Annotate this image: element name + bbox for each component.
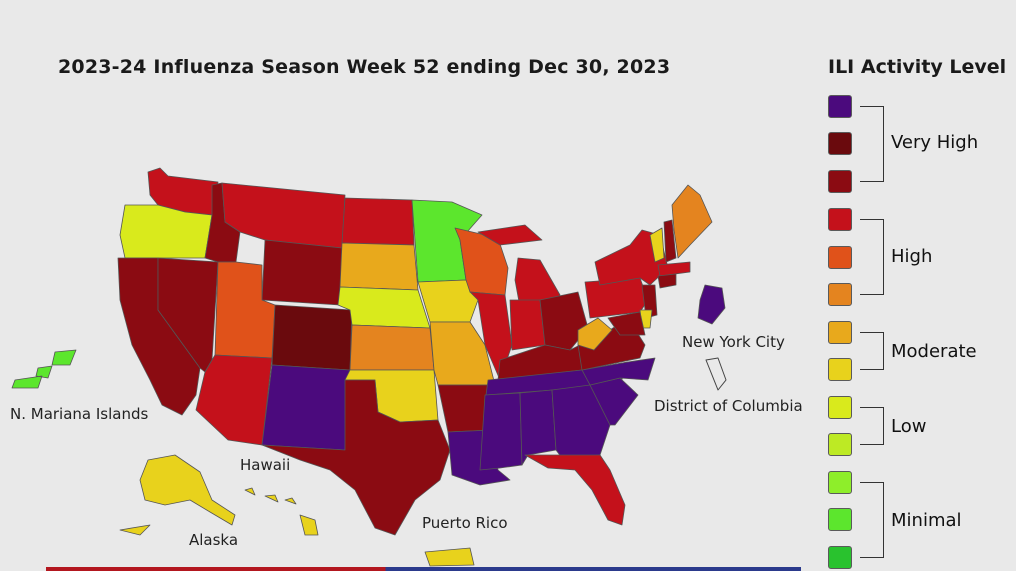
- state-me: [671, 184, 713, 259]
- state-ks: [349, 324, 435, 371]
- bracket-high: [860, 219, 884, 295]
- legend-swatch: [828, 95, 852, 118]
- legend-group-label: Moderate: [891, 341, 977, 362]
- legend-group-label: Minimal: [891, 510, 962, 531]
- state-wy: [261, 239, 343, 306]
- bracket-very-high: [860, 106, 884, 182]
- state-hi: [244, 487, 319, 536]
- legend-swatch: [828, 321, 852, 344]
- legend-swatch: [828, 283, 852, 306]
- legend-title: ILI Activity Level: [828, 56, 1007, 78]
- legend-swatch: [828, 508, 852, 531]
- bracket-low: [860, 407, 884, 445]
- state-fl: [524, 454, 626, 526]
- state-az: [195, 354, 273, 446]
- legend-swatch: [828, 546, 852, 569]
- state-md: [607, 311, 646, 336]
- legend-group-label: Very High: [891, 132, 979, 153]
- bracket-moderate: [860, 332, 884, 370]
- state-in: [509, 299, 546, 351]
- state-mt: [221, 182, 346, 249]
- state-co: [271, 304, 353, 371]
- state-dc: [705, 357, 727, 391]
- legend: Very High High Moderate Low Minimal: [826, 90, 1016, 571]
- label-nyc: New York City: [682, 333, 785, 351]
- legend-swatch: [828, 246, 852, 269]
- state-ms: [479, 392, 523, 471]
- label-hawaii: Hawaii: [240, 456, 291, 474]
- legend-group-label: High: [891, 246, 933, 267]
- state-nmi: [11, 349, 77, 389]
- state-nm: [261, 364, 351, 451]
- legend-swatch: [828, 471, 852, 494]
- map-title: 2023-24 Influenza Season Week 52 ending …: [58, 56, 671, 78]
- state-nc: [581, 357, 656, 386]
- legend-swatch: [828, 132, 852, 155]
- state-ct: [657, 273, 677, 289]
- state-ia: [417, 279, 479, 323]
- state-tx: [261, 379, 451, 536]
- bracket-minimal: [860, 482, 884, 558]
- state-ma: [657, 261, 691, 277]
- legend-swatch: [828, 170, 852, 193]
- state-ne: [337, 286, 431, 329]
- state-al: [519, 389, 557, 466]
- label-puerto-rico: Puerto Rico: [422, 514, 508, 532]
- bottom-bar: [46, 567, 801, 571]
- state-pr: [424, 547, 475, 567]
- legend-swatch: [828, 208, 852, 231]
- state-wv: [577, 317, 613, 351]
- state-nh: [663, 219, 677, 263]
- label-alaska: Alaska: [189, 531, 239, 549]
- legend-swatch: [828, 358, 852, 381]
- label-n-mariana: N. Mariana Islands: [10, 405, 149, 423]
- legend-group-label: Low: [891, 416, 927, 437]
- state-ak: [119, 454, 236, 536]
- state-vt: [649, 227, 665, 263]
- state-nd: [341, 197, 415, 246]
- legend-swatch: [828, 396, 852, 419]
- us-states-map: [11, 167, 727, 567]
- state-nyc: [697, 284, 726, 325]
- state-sd: [339, 242, 419, 291]
- legend-swatch: [828, 433, 852, 456]
- label-dc: District of Columbia: [654, 397, 803, 415]
